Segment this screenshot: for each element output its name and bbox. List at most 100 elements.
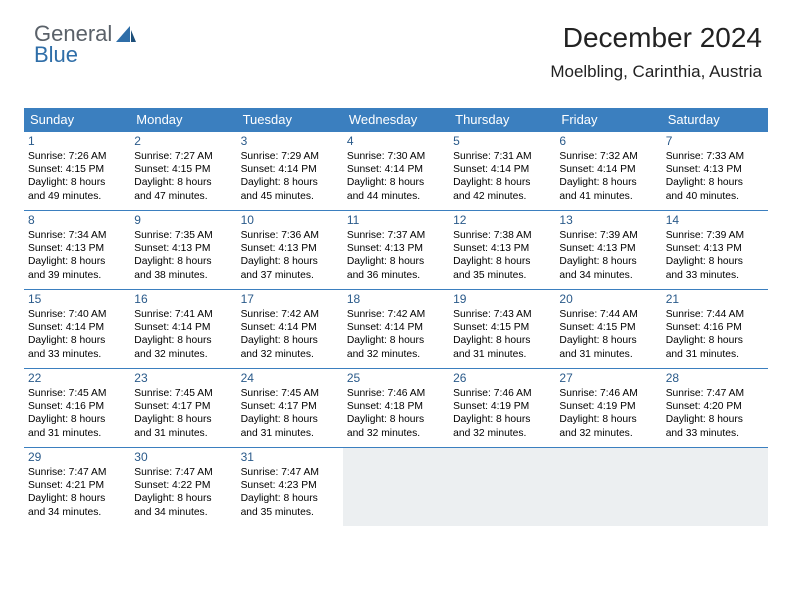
week-row: 1Sunrise: 7:26 AMSunset: 4:15 PMDaylight… <box>24 131 768 210</box>
sunset-text: Sunset: 4:13 PM <box>666 163 764 176</box>
sunset-text: Sunset: 4:22 PM <box>134 479 232 492</box>
sunset-text: Sunset: 4:20 PM <box>666 400 764 413</box>
day-number: 20 <box>559 292 657 308</box>
day-number: 11 <box>347 213 445 229</box>
day-cell: 1Sunrise: 7:26 AMSunset: 4:15 PMDaylight… <box>24 132 130 210</box>
daylight-text: and 49 minutes. <box>28 190 126 203</box>
daylight-text: Daylight: 8 hours <box>28 334 126 347</box>
day-cell: 3Sunrise: 7:29 AMSunset: 4:14 PMDaylight… <box>237 132 343 210</box>
daylight-text: Daylight: 8 hours <box>28 255 126 268</box>
daylight-text: and 37 minutes. <box>241 269 339 282</box>
day-number: 15 <box>28 292 126 308</box>
daylight-text: Daylight: 8 hours <box>347 176 445 189</box>
daylight-text: and 31 minutes. <box>134 427 232 440</box>
daylight-text: Daylight: 8 hours <box>134 413 232 426</box>
daylight-text: Daylight: 8 hours <box>134 176 232 189</box>
daylight-text: and 32 minutes. <box>347 427 445 440</box>
sunrise-text: Sunrise: 7:37 AM <box>347 229 445 242</box>
sunset-text: Sunset: 4:14 PM <box>241 321 339 334</box>
day-number: 8 <box>28 213 126 229</box>
day-number: 26 <box>453 371 551 387</box>
sunset-text: Sunset: 4:13 PM <box>347 242 445 255</box>
sunset-text: Sunset: 4:21 PM <box>28 479 126 492</box>
sunrise-text: Sunrise: 7:46 AM <box>559 387 657 400</box>
week-row: 15Sunrise: 7:40 AMSunset: 4:14 PMDayligh… <box>24 289 768 368</box>
day-number: 23 <box>134 371 232 387</box>
day-number: 4 <box>347 134 445 150</box>
daylight-text: and 31 minutes. <box>559 348 657 361</box>
daylight-text: and 33 minutes. <box>28 348 126 361</box>
daylight-text: Daylight: 8 hours <box>559 176 657 189</box>
day-cell: 17Sunrise: 7:42 AMSunset: 4:14 PMDayligh… <box>237 290 343 368</box>
day-number: 5 <box>453 134 551 150</box>
logo-part2: Blue <box>34 42 78 67</box>
day-number: 2 <box>134 134 232 150</box>
day-cell: 13Sunrise: 7:39 AMSunset: 4:13 PMDayligh… <box>555 211 661 289</box>
day-header: Friday <box>555 108 661 131</box>
day-number: 29 <box>28 450 126 466</box>
sunset-text: Sunset: 4:13 PM <box>666 242 764 255</box>
daylight-text: and 34 minutes. <box>134 506 232 519</box>
sunrise-text: Sunrise: 7:41 AM <box>134 308 232 321</box>
day-cell: 15Sunrise: 7:40 AMSunset: 4:14 PMDayligh… <box>24 290 130 368</box>
daylight-text: Daylight: 8 hours <box>241 176 339 189</box>
day-number: 18 <box>347 292 445 308</box>
sunset-text: Sunset: 4:14 PM <box>134 321 232 334</box>
day-number: 13 <box>559 213 657 229</box>
sunrise-text: Sunrise: 7:35 AM <box>134 229 232 242</box>
calendar: SundayMondayTuesdayWednesdayThursdayFrid… <box>24 108 768 526</box>
daylight-text: Daylight: 8 hours <box>453 176 551 189</box>
sunrise-text: Sunrise: 7:46 AM <box>453 387 551 400</box>
daylight-text: Daylight: 8 hours <box>666 334 764 347</box>
day-number: 28 <box>666 371 764 387</box>
sunrise-text: Sunrise: 7:26 AM <box>28 150 126 163</box>
sunrise-text: Sunrise: 7:40 AM <box>28 308 126 321</box>
daylight-text: and 34 minutes. <box>28 506 126 519</box>
day-header: Wednesday <box>343 108 449 131</box>
day-cell: 9Sunrise: 7:35 AMSunset: 4:13 PMDaylight… <box>130 211 236 289</box>
sunrise-text: Sunrise: 7:47 AM <box>241 466 339 479</box>
sunrise-text: Sunrise: 7:46 AM <box>347 387 445 400</box>
sunset-text: Sunset: 4:13 PM <box>241 242 339 255</box>
day-cell: 14Sunrise: 7:39 AMSunset: 4:13 PMDayligh… <box>662 211 768 289</box>
day-cell: 18Sunrise: 7:42 AMSunset: 4:14 PMDayligh… <box>343 290 449 368</box>
daylight-text: and 31 minutes. <box>453 348 551 361</box>
daylight-text: and 31 minutes. <box>666 348 764 361</box>
day-header: Monday <box>130 108 236 131</box>
daylight-text: and 34 minutes. <box>559 269 657 282</box>
sunset-text: Sunset: 4:14 PM <box>347 163 445 176</box>
daylight-text: Daylight: 8 hours <box>134 334 232 347</box>
day-number: 16 <box>134 292 232 308</box>
sunset-text: Sunset: 4:19 PM <box>453 400 551 413</box>
day-number: 17 <box>241 292 339 308</box>
empty-cell <box>343 448 449 526</box>
day-number: 6 <box>559 134 657 150</box>
sunset-text: Sunset: 4:13 PM <box>559 242 657 255</box>
day-cell: 22Sunrise: 7:45 AMSunset: 4:16 PMDayligh… <box>24 369 130 447</box>
daylight-text: Daylight: 8 hours <box>28 492 126 505</box>
daylight-text: Daylight: 8 hours <box>666 255 764 268</box>
sunrise-text: Sunrise: 7:42 AM <box>241 308 339 321</box>
sunrise-text: Sunrise: 7:32 AM <box>559 150 657 163</box>
daylight-text: Daylight: 8 hours <box>559 413 657 426</box>
sunset-text: Sunset: 4:15 PM <box>134 163 232 176</box>
day-header: Saturday <box>662 108 768 131</box>
day-number: 22 <box>28 371 126 387</box>
daylight-text: and 40 minutes. <box>666 190 764 203</box>
day-cell: 24Sunrise: 7:45 AMSunset: 4:17 PMDayligh… <box>237 369 343 447</box>
daylight-text: and 32 minutes. <box>453 427 551 440</box>
day-cell: 16Sunrise: 7:41 AMSunset: 4:14 PMDayligh… <box>130 290 236 368</box>
sunrise-text: Sunrise: 7:31 AM <box>453 150 551 163</box>
empty-cell <box>449 448 555 526</box>
sunset-text: Sunset: 4:16 PM <box>666 321 764 334</box>
daylight-text: and 45 minutes. <box>241 190 339 203</box>
sunset-text: Sunset: 4:17 PM <box>241 400 339 413</box>
sunset-text: Sunset: 4:18 PM <box>347 400 445 413</box>
day-cell: 5Sunrise: 7:31 AMSunset: 4:14 PMDaylight… <box>449 132 555 210</box>
sunset-text: Sunset: 4:15 PM <box>453 321 551 334</box>
sunset-text: Sunset: 4:13 PM <box>28 242 126 255</box>
daylight-text: Daylight: 8 hours <box>666 413 764 426</box>
daylight-text: and 39 minutes. <box>28 269 126 282</box>
daylight-text: and 35 minutes. <box>241 506 339 519</box>
day-cell: 19Sunrise: 7:43 AMSunset: 4:15 PMDayligh… <box>449 290 555 368</box>
